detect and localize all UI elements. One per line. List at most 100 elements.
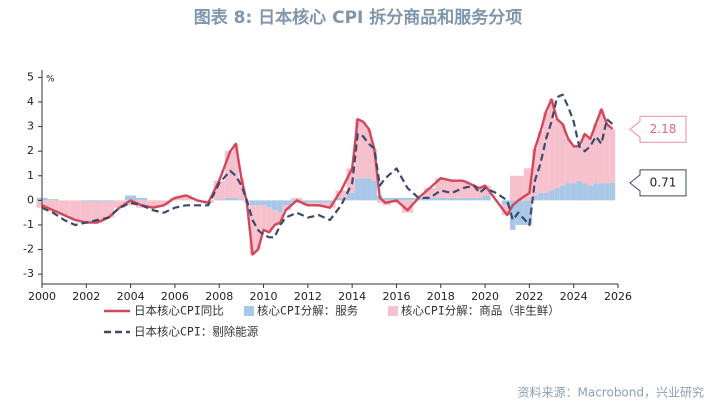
x-tick-label: 2026 xyxy=(604,290,632,303)
bar xyxy=(266,200,272,208)
bar xyxy=(402,200,414,213)
bar xyxy=(354,119,361,179)
source: 资料来源：Macrobond，兴业研究 xyxy=(518,385,705,400)
bar xyxy=(570,146,577,184)
bar xyxy=(501,200,510,206)
bar xyxy=(543,111,549,193)
legend-label: 核心CPI分解：服务 xyxy=(257,304,359,318)
bar xyxy=(346,168,355,193)
bar xyxy=(255,200,261,206)
bar xyxy=(213,199,225,201)
bar xyxy=(559,124,566,186)
bar xyxy=(565,183,571,201)
bar xyxy=(598,183,605,201)
bar xyxy=(523,168,533,201)
bar xyxy=(291,197,303,201)
bar xyxy=(324,200,336,203)
chart-title: 图表 8: 日本核心 CPI 拆分商品和服务分项 xyxy=(194,7,523,28)
bar xyxy=(609,182,616,201)
bar xyxy=(249,200,256,206)
bar xyxy=(565,138,571,184)
bar xyxy=(371,180,378,201)
x-tick-label: 2016 xyxy=(382,290,410,303)
bar xyxy=(593,183,599,201)
bar xyxy=(354,178,361,201)
bar xyxy=(58,200,70,216)
bar xyxy=(548,99,555,191)
x-tick-label: 2010 xyxy=(250,290,278,303)
bar xyxy=(313,202,325,206)
y-tick-label: 5 xyxy=(27,70,34,83)
bar xyxy=(271,200,278,211)
bar xyxy=(80,200,92,202)
legend-swatch xyxy=(244,306,254,316)
bar xyxy=(446,180,458,198)
bar xyxy=(576,146,582,181)
bar xyxy=(476,188,483,198)
bar xyxy=(360,121,366,179)
bar xyxy=(102,201,114,218)
bar xyxy=(609,129,616,183)
bar xyxy=(582,133,588,184)
bar xyxy=(377,200,383,203)
bar xyxy=(468,197,477,201)
bar xyxy=(570,183,577,201)
legend-label: 日本核心CPI：剔除能源 xyxy=(134,325,259,339)
bar xyxy=(125,195,137,201)
x-tick-label: 2020 xyxy=(471,290,499,303)
y-tick-label: 1 xyxy=(27,169,34,182)
y-tick-label: 4 xyxy=(27,95,34,108)
bar xyxy=(260,205,267,230)
bar xyxy=(238,178,245,200)
x-tick-label: 2012 xyxy=(294,290,322,303)
bar xyxy=(604,124,610,184)
bar xyxy=(532,148,538,196)
bar xyxy=(554,188,560,201)
bar xyxy=(582,183,588,201)
bar xyxy=(147,200,159,208)
bar xyxy=(91,201,103,223)
bar xyxy=(335,190,347,198)
bar xyxy=(435,197,447,201)
bar xyxy=(476,197,483,201)
bar xyxy=(390,197,402,201)
bar xyxy=(515,175,524,201)
bar xyxy=(482,185,491,196)
bar xyxy=(233,197,239,201)
bar xyxy=(604,183,610,201)
bar xyxy=(523,200,533,225)
bar xyxy=(282,200,292,206)
y-tick-label: -2 xyxy=(23,243,34,256)
bar xyxy=(532,195,538,201)
bar xyxy=(335,197,347,201)
bar xyxy=(260,200,267,206)
y-tick-label: 0 xyxy=(27,193,34,206)
bar xyxy=(554,119,560,189)
services-label: 0.71 xyxy=(650,175,677,189)
bar xyxy=(382,197,391,201)
bar xyxy=(125,200,137,206)
bar xyxy=(277,200,283,213)
bar xyxy=(424,188,436,198)
legend-swatch xyxy=(388,306,398,316)
bar xyxy=(313,200,325,203)
bar xyxy=(446,197,458,201)
bar xyxy=(249,205,256,255)
bar xyxy=(501,205,510,216)
bar xyxy=(114,200,126,208)
bar xyxy=(277,212,283,223)
bar xyxy=(255,205,261,250)
bar xyxy=(402,197,414,201)
x-tick-label: 2002 xyxy=(72,290,100,303)
line xyxy=(41,98,614,256)
bar xyxy=(324,202,336,208)
bar xyxy=(69,200,81,221)
x-tick-label: 2008 xyxy=(205,290,233,303)
bar xyxy=(482,195,491,201)
services-label-box xyxy=(629,169,687,197)
bar xyxy=(266,207,272,233)
bar xyxy=(543,192,549,201)
bar xyxy=(238,199,245,201)
legend-label: 日本核心CPI同比 xyxy=(134,304,224,318)
x-tick-label: 2000 xyxy=(28,290,56,303)
